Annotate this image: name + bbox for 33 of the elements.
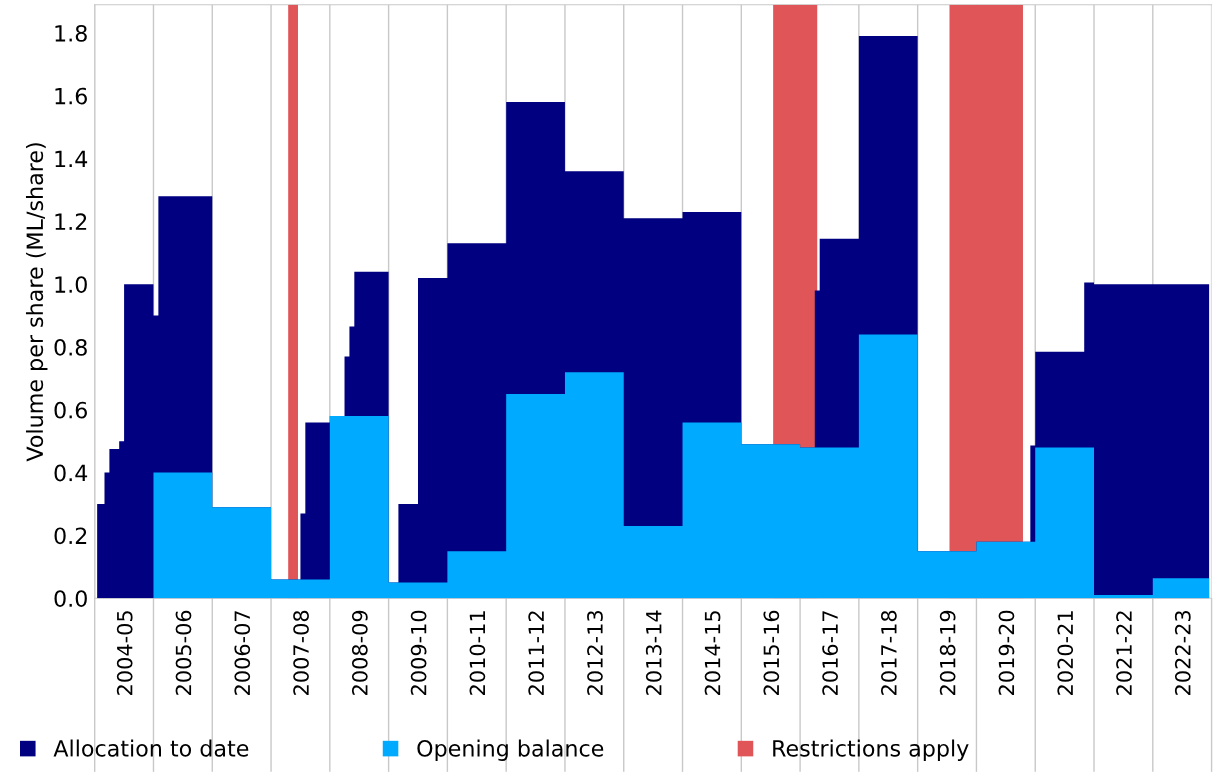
y-tick-label: 0.4 [54, 464, 88, 482]
x-tick-label: 2007-08 [293, 610, 309, 695]
y-tick-label: 1.6 [55, 87, 87, 105]
y-tick-label: 0.6 [54, 401, 87, 419]
legend-label: Restrictions apply [773, 739, 969, 761]
x-tick-label: 2006-07 [234, 611, 251, 695]
x-tick-label: 2012-13 [587, 611, 603, 695]
x-tick-label: 2016-17 [822, 611, 838, 695]
x-tick-label: 2008-09 [351, 610, 368, 695]
x-tick-label: 2022-23 [1174, 611, 1191, 695]
x-tick-label: 2018-19 [939, 610, 956, 695]
x-tick-label: 2014-15 [704, 611, 721, 695]
y-tick-label: 0.8 [54, 338, 87, 356]
x-tick-label: 2005-06 [175, 610, 192, 695]
x-tick-label: 2020-21 [1057, 611, 1074, 695]
y-tick-label: 1.8 [55, 24, 87, 42]
x-tick-label: 2011-12 [528, 611, 545, 695]
x-tick-label: 2015-16 [763, 610, 780, 695]
x-tick-label: 2019-20 [998, 610, 1015, 695]
x-tick-label: 2017-18 [881, 610, 897, 695]
x-tick-label: 2013-14 [645, 610, 662, 695]
y-tick-label: 1.4 [55, 150, 88, 168]
y-tick-label: 1.2 [55, 213, 87, 230]
x-tick-label: 2004-05 [116, 611, 133, 695]
x-tick-label: 2021-22 [1116, 611, 1132, 695]
y-tick-label: 0.2 [54, 527, 87, 545]
legend-label: Allocation to date [53, 739, 249, 757]
x-tick-label: 2010-11 [469, 611, 486, 695]
legend-label: Opening balance [417, 739, 604, 761]
y-tick-label: 1.0 [55, 276, 87, 293]
y-tick-label: 0.0 [54, 590, 87, 607]
y-axis-title: Volume per share (ML/share) [25, 143, 48, 462]
x-tick-label: 2009-10 [410, 610, 427, 695]
